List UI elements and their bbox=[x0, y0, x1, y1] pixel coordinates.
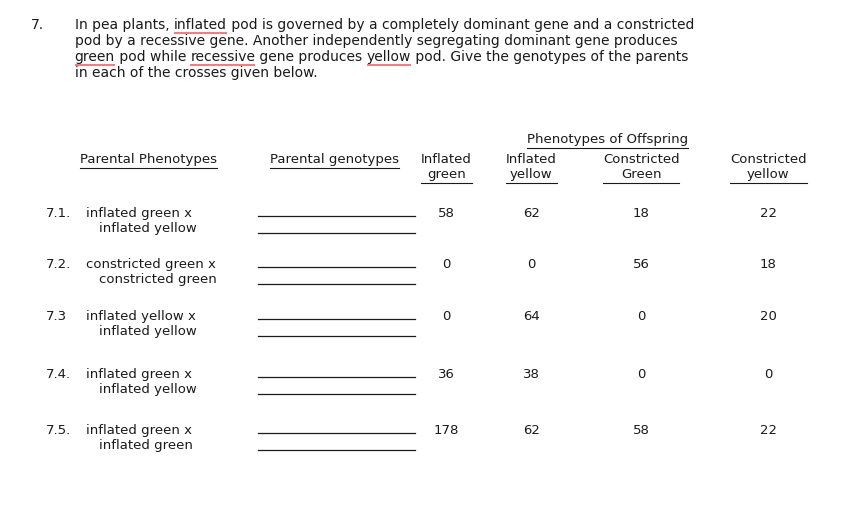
Text: yellow: yellow bbox=[367, 50, 412, 64]
Text: 7.3: 7.3 bbox=[46, 310, 67, 323]
Text: pod by a recessive gene. Another independently segregating dominant gene produce: pod by a recessive gene. Another indepen… bbox=[75, 34, 677, 48]
Text: 58: 58 bbox=[633, 424, 650, 437]
Text: inflated: inflated bbox=[174, 18, 226, 32]
Text: in each of the crosses given below.: in each of the crosses given below. bbox=[75, 66, 317, 80]
Text: 18: 18 bbox=[633, 207, 650, 220]
Text: 7.2.: 7.2. bbox=[46, 258, 71, 271]
Text: pod is governed by a completely dominant gene and a constricted: pod is governed by a completely dominant… bbox=[226, 18, 694, 32]
Text: In pea plants,: In pea plants, bbox=[75, 18, 174, 32]
Text: recessive: recessive bbox=[191, 50, 256, 64]
Text: 36: 36 bbox=[438, 368, 455, 381]
Text: 0: 0 bbox=[442, 310, 451, 323]
Text: Parental genotypes: Parental genotypes bbox=[270, 153, 399, 166]
Text: inflated green: inflated green bbox=[99, 439, 193, 452]
Text: 38: 38 bbox=[523, 368, 540, 381]
Text: inflated yellow: inflated yellow bbox=[99, 222, 197, 235]
Text: inflated green x: inflated green x bbox=[86, 207, 192, 220]
Text: 62: 62 bbox=[523, 207, 540, 220]
Text: 0: 0 bbox=[527, 258, 535, 271]
Text: 0: 0 bbox=[637, 368, 645, 381]
Text: Parental Phenotypes: Parental Phenotypes bbox=[80, 153, 217, 166]
Text: Phenotypes of Offspring: Phenotypes of Offspring bbox=[527, 133, 688, 146]
Text: 64: 64 bbox=[523, 310, 540, 323]
Text: pod while: pod while bbox=[114, 50, 191, 64]
Text: constricted green x: constricted green x bbox=[86, 258, 216, 271]
Text: 18: 18 bbox=[760, 258, 777, 271]
Text: inflated yellow x: inflated yellow x bbox=[86, 310, 197, 323]
Text: Constricted
yellow: Constricted yellow bbox=[730, 153, 806, 181]
Text: 0: 0 bbox=[442, 258, 451, 271]
Text: 22: 22 bbox=[760, 207, 777, 220]
Text: 7.1.: 7.1. bbox=[46, 207, 71, 220]
Text: 7.5.: 7.5. bbox=[46, 424, 71, 437]
Text: gene produces: gene produces bbox=[256, 50, 367, 64]
Text: inflated yellow: inflated yellow bbox=[99, 325, 197, 338]
Text: 20: 20 bbox=[760, 310, 777, 323]
Text: inflated green x: inflated green x bbox=[86, 368, 192, 381]
Text: Inflated
yellow: Inflated yellow bbox=[506, 153, 556, 181]
Text: 7.: 7. bbox=[30, 18, 43, 32]
Text: 0: 0 bbox=[637, 310, 645, 323]
Text: inflated yellow: inflated yellow bbox=[99, 383, 197, 396]
Text: 7.4.: 7.4. bbox=[46, 368, 71, 381]
Text: pod. Give the genotypes of the parents: pod. Give the genotypes of the parents bbox=[412, 50, 689, 64]
Text: Constricted
Green: Constricted Green bbox=[603, 153, 679, 181]
Text: Inflated
green: Inflated green bbox=[421, 153, 472, 181]
Text: inflated green x: inflated green x bbox=[86, 424, 192, 437]
Text: 0: 0 bbox=[764, 368, 772, 381]
Text: constricted green: constricted green bbox=[99, 273, 217, 286]
Text: 62: 62 bbox=[523, 424, 540, 437]
Text: 22: 22 bbox=[760, 424, 777, 437]
Text: 56: 56 bbox=[633, 258, 650, 271]
Text: green: green bbox=[75, 50, 114, 64]
Text: 58: 58 bbox=[438, 207, 455, 220]
Text: 178: 178 bbox=[434, 424, 459, 437]
